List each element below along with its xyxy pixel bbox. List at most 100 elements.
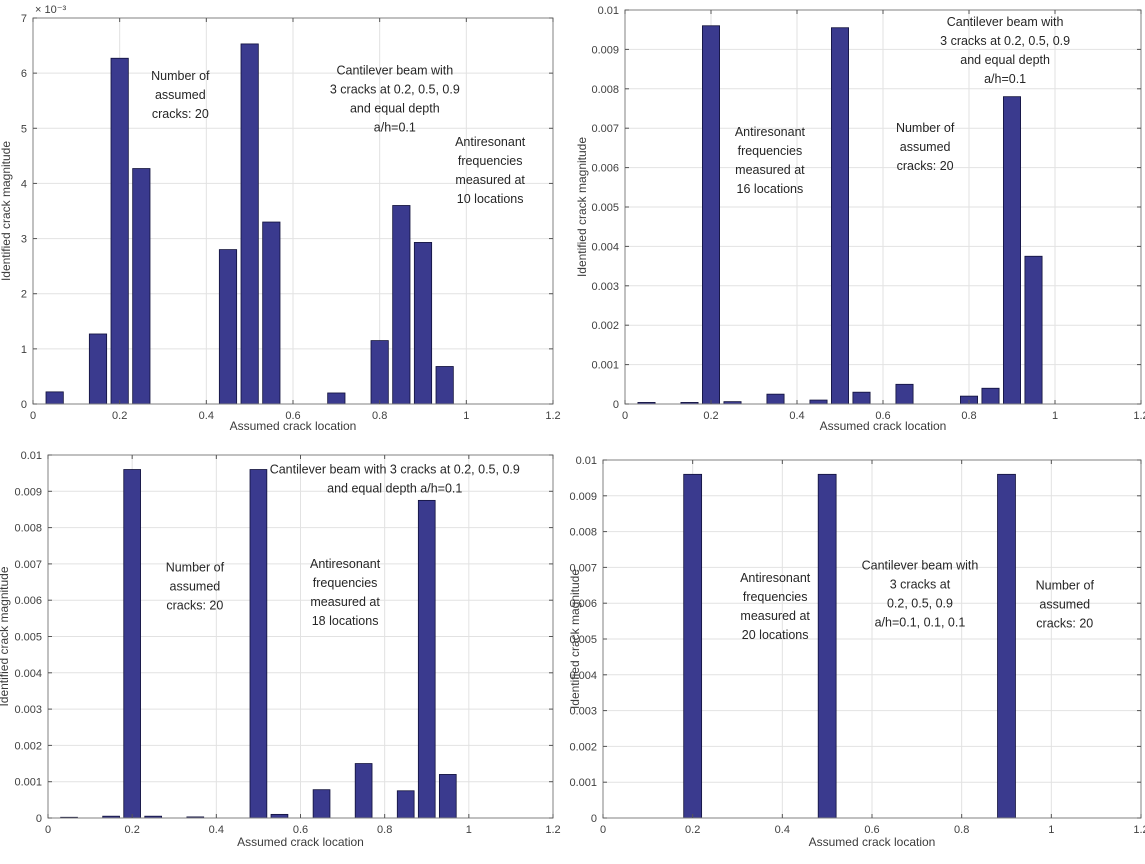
y-tick-label: 0.003 xyxy=(569,706,597,718)
chart-top-right: 0 0.2 0.4 0.6 0.8 1 1.2 0 0.001 0.002 0.003 0.004 0.… xyxy=(573,0,1145,433)
y-tick-label: 0.005 xyxy=(14,632,42,644)
bar xyxy=(895,383,914,405)
x-tick-label: 1.2 xyxy=(545,410,560,422)
chart-top-right-svg: 0 0.2 0.4 0.6 0.8 1 1.2 0 0.001 0.002 0.003 0.004 0.… xyxy=(575,5,1145,433)
x-tick-label: 0.6 xyxy=(285,410,300,422)
x-tick-label: 0.2 xyxy=(685,824,700,836)
bars xyxy=(683,473,1016,819)
y-tick-label: 0.01 xyxy=(576,455,597,467)
annotation: Number of assumed cracks: 20 xyxy=(151,69,210,121)
y-tick-label: 0 xyxy=(613,399,619,411)
y-tick-label: 3 xyxy=(21,234,27,246)
bar xyxy=(1002,96,1021,405)
x-tick-label: 1.2 xyxy=(1133,824,1145,836)
tick-marks xyxy=(47,454,554,819)
y-tick-label: 2 xyxy=(21,289,27,301)
y-tick-label: 4 xyxy=(21,178,27,190)
x-tick-label: 1 xyxy=(1052,410,1058,422)
annotation: Cantilever beam with 3 cracks at 0.2, 0.… xyxy=(270,463,520,496)
y-tick-label: 0.01 xyxy=(598,5,619,17)
y-tick-label: 0.002 xyxy=(569,741,597,753)
annotation: Antiresonant frequencies measured at 16 loc… xyxy=(735,125,806,196)
y-tick-label: 0.007 xyxy=(569,562,597,574)
bar xyxy=(270,813,289,819)
tick-marks xyxy=(624,9,1142,405)
bar xyxy=(392,205,411,405)
bar xyxy=(997,473,1016,819)
bar xyxy=(262,221,281,405)
x-tick-label: 0 xyxy=(30,410,36,422)
y-tick-label: 0.002 xyxy=(591,320,619,332)
y-tick-label: 0.001 xyxy=(14,777,42,789)
y-tick-labels: 0 1 2 3 4 5 6 7 xyxy=(21,13,27,411)
x-tick-label: 1 xyxy=(1048,824,1054,836)
tick-marks xyxy=(32,17,554,405)
x-tick-labels: 0 0.2 0.4 0.6 0.8 1 1.2 xyxy=(600,824,1145,836)
chart-top-left: 0 0.2 0.4 0.6 0.8 1 1.2 0 1 2 3 4 5 6 7 × 10⁻³ Assumed c… xyxy=(0,0,572,433)
x-tick-label: 0 xyxy=(622,410,628,422)
x-tick-label: 0.4 xyxy=(199,410,214,422)
y-tick-label: 5 xyxy=(21,123,27,135)
bar xyxy=(981,387,1000,405)
x-tick-label: 0.6 xyxy=(875,410,890,422)
bar xyxy=(312,789,331,819)
bar xyxy=(45,391,64,405)
bars xyxy=(45,43,454,405)
y-tick-label: 0.007 xyxy=(591,123,619,135)
x-tick-labels: 0 0.2 0.4 0.6 0.8 1 1.2 xyxy=(622,410,1145,422)
bar xyxy=(110,57,129,405)
x-axis-label: Assumed crack location xyxy=(237,835,364,849)
x-tick-label: 0.4 xyxy=(775,824,790,836)
y-tick-label: 1 xyxy=(21,344,27,356)
x-tick-label: 0.4 xyxy=(209,824,224,836)
y-tick-label: 0.008 xyxy=(569,527,597,539)
bar xyxy=(438,774,457,819)
y-tick-label: 0.01 xyxy=(21,450,42,462)
bar xyxy=(1024,255,1043,405)
bar xyxy=(123,469,141,819)
y-tick-label: 0 xyxy=(21,399,27,411)
bar xyxy=(413,242,433,405)
y-tick-label: 0.006 xyxy=(591,163,619,175)
tick-marks xyxy=(602,459,1142,819)
bar xyxy=(809,399,828,405)
bar xyxy=(766,393,785,405)
bar xyxy=(830,27,849,405)
y-axis-label: Identified crack magnitude xyxy=(575,137,589,277)
x-axis-label: Assumed crack location xyxy=(820,419,947,433)
annotation: Cantilever beam with 3 cracks at 0.2, 0.5… xyxy=(940,15,1070,86)
x-tick-label: 0.2 xyxy=(125,824,140,836)
y-tick-label: 0.001 xyxy=(591,360,619,372)
y-tick-label: 0.006 xyxy=(569,598,597,610)
bar xyxy=(417,499,436,819)
x-tick-label: 1.2 xyxy=(545,824,560,836)
y-tick-label: 0 xyxy=(36,813,42,825)
chart-bottom-right-svg: 0 0.2 0.4 0.6 0.8 1 1.2 0 0.001 0.002 0.003 0.004 0.… xyxy=(568,455,1145,849)
chart-bottom-left: 0 0.2 0.4 0.6 0.8 1 1.2 0 0.001 0.002 0.003 0.004 0.… xyxy=(0,432,572,864)
bar xyxy=(354,763,373,819)
y-tick-label: 0.001 xyxy=(569,777,597,789)
x-tick-label: 0 xyxy=(45,824,51,836)
bar xyxy=(327,392,346,405)
x-tick-label: 0.2 xyxy=(703,410,718,422)
x-tick-label: 0.4 xyxy=(789,410,804,422)
bar xyxy=(240,43,259,405)
y-tick-labels: 0 0.001 0.002 0.003 0.004 0.005 0.006 0.007 0.00… xyxy=(569,455,597,825)
y-tick-label: 7 xyxy=(21,13,27,25)
x-tick-label: 0.8 xyxy=(377,824,392,836)
y-tick-label: 0.009 xyxy=(14,486,42,498)
y-axis-label: Identified crack magnitude xyxy=(0,141,13,281)
bar xyxy=(249,469,268,819)
x-tick-label: 0 xyxy=(600,824,606,836)
annotation: Cantilever beam with 3 cracks at 0.2, 0.5,… xyxy=(862,559,979,630)
x-tick-label: 0.8 xyxy=(961,410,976,422)
x-tick-label: 1.2 xyxy=(1133,410,1145,422)
y-tick-labels: 0 0.001 0.002 0.003 0.004 0.005 0.006 0.007 0.00… xyxy=(14,450,42,825)
y-axis-label: Identified crack magnitude xyxy=(0,566,11,706)
x-tick-label: 0.8 xyxy=(954,824,969,836)
chart-bottom-left-svg: 0 0.2 0.4 0.6 0.8 1 1.2 0 0.001 0.002 0.003 0.004 0.… xyxy=(0,450,561,849)
bars xyxy=(60,469,457,819)
annotation: Number of assumed cracks: 20 xyxy=(896,121,955,173)
annotation: Number of assumed cracks: 20 xyxy=(1036,578,1095,630)
y-axis-exponent: × 10⁻³ xyxy=(35,4,67,16)
